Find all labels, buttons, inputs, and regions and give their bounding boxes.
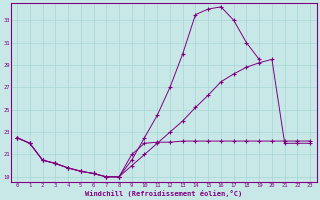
X-axis label: Windchill (Refroidissement éolien,°C): Windchill (Refroidissement éolien,°C) [85, 190, 242, 197]
